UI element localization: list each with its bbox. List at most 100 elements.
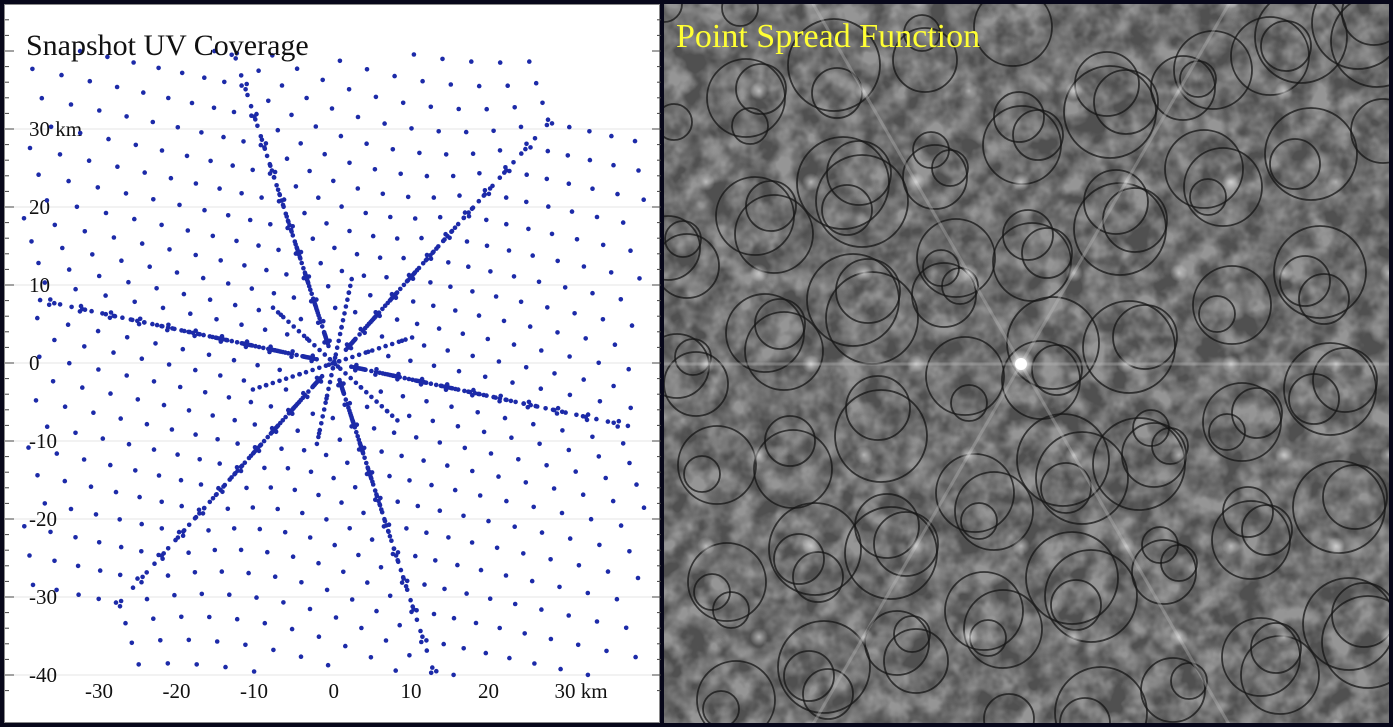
- uv-point: [422, 582, 427, 587]
- uv-point: [462, 388, 467, 394]
- uv-point: [307, 168, 312, 174]
- uv-point: [529, 578, 535, 584]
- psf-node: [1013, 719, 1029, 723]
- uv-point: [270, 305, 276, 311]
- uv-point: [633, 654, 638, 660]
- y-tick-label: -40: [29, 663, 57, 687]
- uv-point: [277, 367, 283, 373]
- uv-point: [524, 172, 529, 177]
- uv-point: [518, 299, 524, 305]
- uv-point: [477, 493, 483, 498]
- uv-point: [142, 170, 147, 175]
- uv-point: [160, 305, 166, 311]
- uv-point: [268, 222, 273, 227]
- uv-point: [364, 471, 370, 477]
- psf-ring: [796, 136, 890, 230]
- uv-point: [406, 376, 412, 382]
- uv-point: [340, 318, 346, 323]
- uv-point: [234, 238, 239, 244]
- uv-point: [119, 258, 124, 263]
- uv-point: [322, 151, 328, 157]
- uv-point: [559, 510, 565, 516]
- uv-point: [421, 458, 426, 463]
- uv-point: [287, 222, 292, 228]
- uv-point: [234, 50, 240, 56]
- psf-node: [1275, 264, 1293, 282]
- uv-point: [152, 561, 157, 566]
- uv-point: [326, 386, 331, 392]
- uv-point: [27, 145, 33, 151]
- uv-point: [618, 297, 624, 302]
- uv-point: [455, 221, 461, 227]
- uv-point: [486, 191, 492, 197]
- uv-point: [382, 121, 387, 126]
- psf-ring: [1312, 347, 1378, 413]
- uv-point: [484, 217, 489, 223]
- uv-point: [635, 575, 641, 581]
- uv-point: [118, 416, 123, 421]
- uv-point: [81, 457, 87, 462]
- uv-point: [555, 405, 561, 411]
- psf-node: [960, 628, 978, 646]
- uv-point: [405, 194, 411, 200]
- uv-point: [466, 213, 472, 219]
- psf-node: [1117, 173, 1135, 191]
- uv-point: [549, 121, 555, 126]
- uv-point: [222, 482, 228, 488]
- uv-point: [600, 317, 606, 322]
- uv-point: [552, 371, 557, 376]
- psf-ring: [1093, 69, 1159, 135]
- uv-point: [497, 60, 503, 65]
- uv-point: [369, 368, 374, 374]
- uv-point: [395, 550, 401, 555]
- uv-point: [124, 373, 129, 378]
- psf-ring: [787, 18, 881, 112]
- psf-ring: [1273, 225, 1367, 319]
- psf-ring: [664, 220, 702, 258]
- uv-point: [532, 661, 537, 666]
- uv-point: [424, 530, 429, 535]
- uv-point: [470, 151, 476, 156]
- uv-point: [594, 214, 600, 220]
- uv-point: [333, 615, 339, 620]
- uv-point: [324, 587, 330, 593]
- uv-point: [531, 504, 536, 510]
- uv-point: [144, 570, 149, 575]
- psf-node: [1380, 628, 1389, 646]
- uv-point: [611, 162, 616, 168]
- uv-point: [600, 242, 606, 248]
- psf-ring: [1082, 300, 1176, 394]
- uv-point: [551, 486, 557, 491]
- uv-point: [291, 324, 297, 329]
- psf-ring: [1006, 296, 1100, 390]
- uv-point: [395, 418, 400, 423]
- uv-point: [387, 593, 393, 599]
- uv-point: [379, 334, 385, 339]
- uv-point: [225, 213, 231, 218]
- uv-point: [238, 464, 244, 470]
- uv-point: [605, 419, 611, 424]
- uv-point: [623, 625, 629, 631]
- uv-point: [597, 399, 603, 404]
- psf-ring: [1331, 582, 1389, 648]
- uv-point: [266, 346, 271, 352]
- psf-ring: [1192, 265, 1272, 345]
- uv-point: [103, 210, 109, 216]
- uv-point: [172, 592, 177, 598]
- uv-point: [129, 640, 135, 646]
- psf-ring: [1150, 55, 1216, 121]
- uv-point: [349, 597, 355, 602]
- uv-point: [382, 516, 387, 522]
- uv-point: [381, 524, 387, 529]
- uv-point: [137, 494, 142, 500]
- uv-point: [225, 281, 231, 286]
- uv-point: [618, 523, 624, 528]
- uv-point: [86, 158, 92, 163]
- uv-point: [324, 221, 329, 226]
- uv-point: [90, 252, 95, 257]
- uv-point: [404, 526, 409, 531]
- uv-point: [324, 517, 329, 522]
- uv-point: [111, 350, 116, 355]
- uv-point: [107, 315, 113, 321]
- uv-point: [117, 572, 123, 578]
